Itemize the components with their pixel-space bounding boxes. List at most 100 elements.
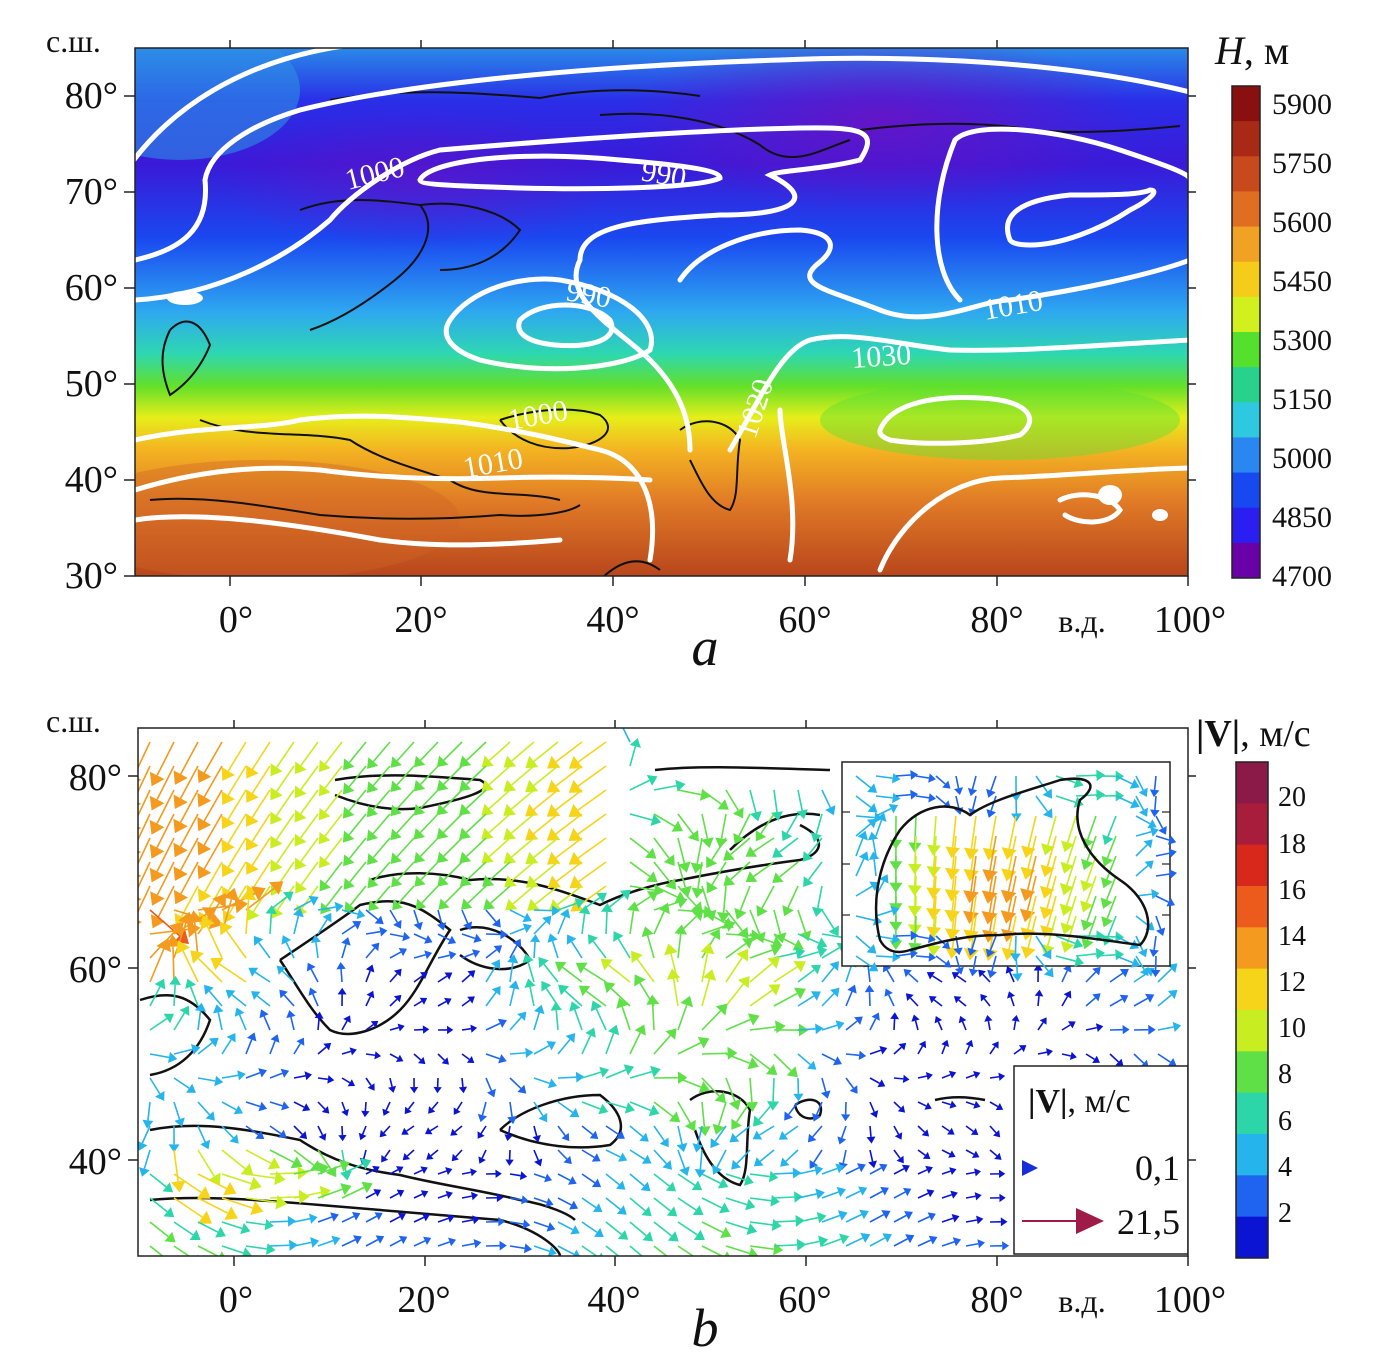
wind-arrow-shaft bbox=[245, 1072, 261, 1079]
wind-arrow-head bbox=[221, 863, 235, 877]
wind-arrow-shaft bbox=[437, 975, 448, 983]
wind-arrow-shaft bbox=[951, 875, 957, 911]
wind-arrow-shaft bbox=[579, 885, 607, 906]
wind-arrow-head bbox=[233, 1105, 243, 1115]
wind-arrow-shaft bbox=[149, 1053, 170, 1059]
wind-arrow-shaft bbox=[931, 975, 943, 983]
wind-arrow-shaft bbox=[941, 1241, 955, 1247]
wind-arrow-shaft bbox=[797, 1193, 817, 1199]
wind-arrow-head bbox=[828, 925, 839, 937]
wind-arrow-shaft bbox=[533, 789, 559, 811]
legend-max-arrow bbox=[1022, 1208, 1104, 1234]
wind-arrow-head bbox=[170, 1180, 186, 1193]
wind-arrow-head bbox=[401, 1127, 409, 1135]
wind-arrow-shaft bbox=[677, 1245, 695, 1256]
wind-arrow-shaft bbox=[845, 1020, 858, 1031]
wind-arrow-shaft bbox=[677, 1077, 702, 1088]
wind-arrow-head bbox=[617, 1230, 629, 1240]
colorbar-tick-label: 5450 bbox=[1272, 265, 1332, 298]
wind-arrow-shaft bbox=[407, 1101, 415, 1110]
wind-arrow-shaft bbox=[1133, 1053, 1145, 1064]
wind-arrow-shaft bbox=[365, 1077, 372, 1086]
wind-arrow-head bbox=[546, 1222, 556, 1232]
wind-arrow-head bbox=[1033, 963, 1043, 971]
wind-arrow-head bbox=[892, 792, 901, 804]
wind-arrow-shaft bbox=[324, 765, 343, 789]
wind-arrow-shaft bbox=[972, 955, 977, 970]
wind-arrow-head bbox=[191, 1044, 201, 1055]
wind-arrow-shaft bbox=[300, 765, 319, 791]
wind-arrow-head bbox=[334, 901, 344, 913]
colorbar-swatch bbox=[1236, 762, 1268, 804]
wind-arrow-shaft bbox=[970, 875, 977, 913]
wind-arrow-head bbox=[525, 851, 539, 865]
wind-arrow-shaft bbox=[915, 775, 930, 779]
wind-arrow-shaft bbox=[348, 789, 367, 812]
wind-arrow-head bbox=[197, 1186, 211, 1199]
wind-arrow-head bbox=[286, 1010, 296, 1019]
wind-arrow-shaft bbox=[720, 813, 727, 839]
wind-arrow-shaft bbox=[263, 1015, 271, 1031]
wind-arrow-head bbox=[598, 1103, 609, 1115]
wind-arrow-shaft bbox=[251, 741, 271, 770]
wind-arrow-shaft bbox=[173, 1221, 194, 1236]
wind-arrow-shaft bbox=[437, 933, 451, 941]
wind-arrow-shaft bbox=[875, 795, 893, 799]
wind-arrow-shaft bbox=[917, 1075, 928, 1079]
wind-arrow-head bbox=[927, 1212, 936, 1221]
wind-arrow-head bbox=[925, 1072, 933, 1081]
colorbar-swatch bbox=[1232, 226, 1260, 263]
wind-arrow-shaft bbox=[629, 1101, 652, 1112]
wind-arrow-head bbox=[1039, 1017, 1047, 1025]
wind-arrow-head bbox=[1011, 1015, 1020, 1022]
wind-arrow-shaft bbox=[413, 933, 427, 941]
wind-arrow-head bbox=[890, 905, 900, 916]
wind-arrow-head bbox=[522, 923, 532, 933]
wind-arrow-head bbox=[737, 976, 750, 989]
wind-arrow-shaft bbox=[341, 1215, 355, 1223]
wind-arrow-shaft bbox=[821, 1214, 841, 1223]
wind-arrow-head bbox=[698, 1081, 710, 1093]
wind-arrow-shaft bbox=[397, 885, 415, 904]
wind-arrow-shaft bbox=[855, 858, 865, 877]
wind-arrow-head bbox=[1138, 787, 1148, 797]
wind-arrow-shaft bbox=[197, 1010, 202, 1031]
wind-arrow-head bbox=[650, 1065, 661, 1078]
wind-arrow-shaft bbox=[855, 935, 871, 949]
wind-arrow-shaft bbox=[413, 1000, 423, 1007]
wind-arrow-shaft bbox=[1107, 815, 1117, 838]
wind-arrow-shaft bbox=[557, 1173, 571, 1182]
wind-arrow-head bbox=[319, 879, 331, 892]
wind-arrow-head bbox=[314, 1011, 324, 1019]
wind-arrow-head bbox=[717, 799, 729, 810]
wind-arrow-shaft bbox=[629, 885, 655, 892]
wind-arrow-shaft bbox=[1075, 774, 1097, 777]
wind-arrow-shaft bbox=[955, 795, 960, 809]
wind-arrow-head bbox=[569, 1001, 581, 1012]
wind-arrow-head bbox=[719, 1202, 730, 1214]
wind-arrow-shaft bbox=[773, 966, 798, 983]
wind-arrow-head bbox=[1119, 968, 1129, 978]
wind-arrow-shaft bbox=[557, 902, 577, 911]
wind-arrow-head bbox=[691, 901, 703, 913]
wind-arrow-shaft bbox=[389, 933, 404, 938]
wind-arrow-head bbox=[677, 1071, 688, 1084]
wind-arrow-head bbox=[546, 779, 561, 793]
wind-arrow-head bbox=[413, 851, 426, 864]
wind-arrow-shaft bbox=[935, 795, 946, 805]
wind-arrow-head bbox=[340, 1183, 352, 1196]
wind-arrow-head bbox=[1150, 809, 1160, 818]
wind-arrow-head bbox=[1139, 966, 1149, 977]
wind-arrow-shaft bbox=[221, 1125, 234, 1139]
wind-arrow-head bbox=[928, 1235, 938, 1245]
wind-arrow-shaft bbox=[396, 789, 415, 810]
wind-arrow-shaft bbox=[893, 1149, 901, 1159]
wind-arrow-head bbox=[926, 972, 935, 980]
wind-arrow-head bbox=[426, 1152, 434, 1160]
wind-arrow-shaft bbox=[653, 911, 665, 935]
wind-arrow-head bbox=[208, 1172, 221, 1186]
wind-arrow-head bbox=[868, 962, 879, 972]
wind-arrow-shaft bbox=[821, 967, 835, 983]
wind-arrow-shaft bbox=[610, 987, 631, 1007]
wind-arrow-head bbox=[666, 1206, 678, 1217]
